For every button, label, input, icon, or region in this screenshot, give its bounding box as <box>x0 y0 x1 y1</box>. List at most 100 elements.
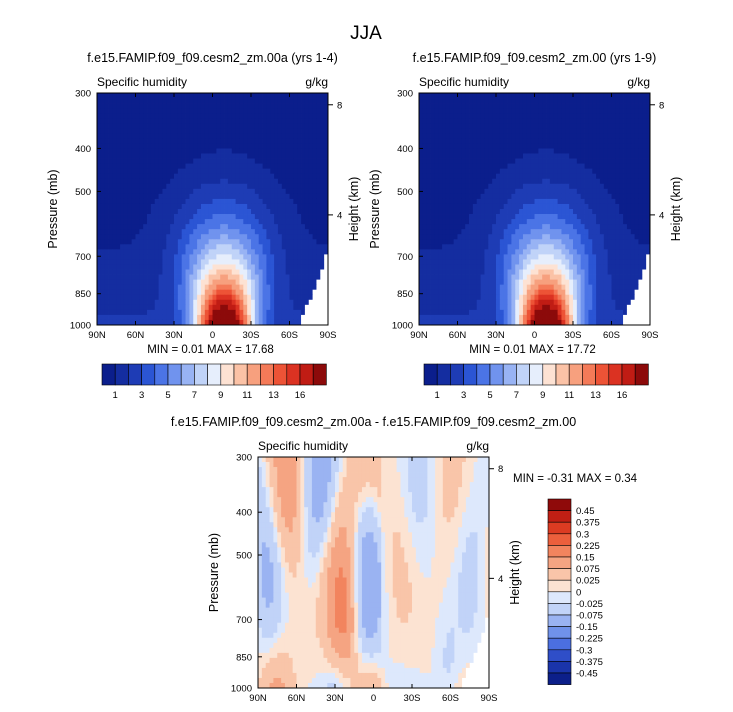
contour-cell <box>285 239 290 245</box>
contour-cell <box>235 138 240 144</box>
contour-cell <box>220 214 225 220</box>
contour-cell <box>592 254 597 260</box>
contour-cell <box>312 229 317 235</box>
contour-cell <box>596 203 601 210</box>
contour-cell <box>426 224 431 230</box>
contour-cell <box>193 289 198 296</box>
contour-cell <box>573 183 578 190</box>
contour-cell <box>599 113 605 119</box>
contour-cell <box>553 198 558 205</box>
contour-cell <box>615 269 620 275</box>
contour-cell <box>461 173 466 180</box>
contour-cell <box>449 244 455 250</box>
contour-cell <box>308 98 313 104</box>
contour-cell <box>116 188 121 195</box>
contour-cell <box>108 214 113 220</box>
contour-cell <box>546 93 551 99</box>
contour-cell <box>251 244 256 250</box>
contour-cell <box>150 279 156 286</box>
contour-cell <box>442 259 447 265</box>
contour-cell <box>449 188 455 195</box>
contour-cell <box>324 173 329 180</box>
contour-cell <box>580 118 585 124</box>
contour-cell <box>599 264 605 270</box>
contour-cell <box>158 249 163 255</box>
contour-cell <box>147 249 152 255</box>
contour-cell <box>97 299 102 306</box>
contour-cell <box>434 244 439 250</box>
contour-cell <box>469 98 474 104</box>
contour-cell <box>522 229 528 235</box>
contour-cell <box>116 304 121 311</box>
contour-cell <box>251 148 256 154</box>
contour-cell <box>266 178 271 185</box>
contour-cell <box>277 138 283 144</box>
contour-cell <box>646 148 651 154</box>
contour-cell <box>472 113 478 119</box>
contour-cell <box>170 138 175 144</box>
contour-cell <box>619 163 624 170</box>
contour-cell <box>588 178 593 185</box>
contour-cell <box>123 284 129 291</box>
contour-cell <box>189 193 194 200</box>
contour-cell <box>461 138 466 144</box>
contour-cell <box>258 219 263 225</box>
contour-cell <box>461 259 466 265</box>
contour-cell <box>316 143 321 149</box>
contour-cell <box>519 168 524 175</box>
contour-cell <box>281 249 287 255</box>
contour-cell <box>174 188 179 195</box>
contour-cell <box>235 103 240 109</box>
contour-cell <box>197 148 202 154</box>
contour-cell <box>619 123 624 129</box>
contour-cell <box>530 103 535 109</box>
contour-cell <box>569 229 574 235</box>
contour-cell <box>150 229 156 235</box>
contour-cell <box>208 229 213 235</box>
contour-cell <box>576 148 582 154</box>
contour-cell <box>316 103 321 109</box>
contour-cell <box>116 264 121 270</box>
contour-cell <box>434 153 439 159</box>
contour-cell <box>646 168 651 175</box>
contour-cell <box>135 183 140 190</box>
contour-cell <box>445 153 451 159</box>
contour-cell <box>135 209 140 215</box>
contour-cell <box>642 239 647 245</box>
contour-cell <box>530 138 535 144</box>
contour-cell <box>189 153 194 159</box>
contour-cell <box>442 234 447 240</box>
contour-cell <box>638 244 643 250</box>
contour-cell <box>243 138 248 144</box>
contour-cell <box>488 178 493 185</box>
contour-cell <box>434 123 439 129</box>
contour-cell <box>135 123 140 129</box>
contour-cell <box>419 244 424 250</box>
contour-cell <box>580 264 585 270</box>
contour-cell <box>634 229 639 235</box>
contour-cell <box>430 274 435 281</box>
contour-cell <box>534 183 539 190</box>
contour-cell <box>565 229 570 235</box>
contour-cell <box>549 198 555 205</box>
contour-cell <box>569 98 574 104</box>
contour-cell <box>212 279 217 286</box>
contour-cell <box>569 118 574 124</box>
contour-cell <box>293 193 298 200</box>
contour-cell <box>324 284 329 291</box>
contour-cell <box>312 319 317 326</box>
contour-cell <box>507 108 512 114</box>
contour-cell <box>135 249 140 255</box>
contour-cell <box>503 158 508 165</box>
contour-cell <box>596 188 601 195</box>
contour-cell <box>143 143 148 149</box>
contour-cell <box>580 158 585 165</box>
contour-cell <box>488 219 493 225</box>
contour-cell <box>565 188 570 195</box>
contour-cell <box>430 188 435 195</box>
contour-cell <box>561 198 566 205</box>
contour-cell <box>646 198 651 205</box>
contour-cell <box>220 163 225 170</box>
contour-cell <box>127 249 133 255</box>
contour-cell <box>324 309 329 316</box>
